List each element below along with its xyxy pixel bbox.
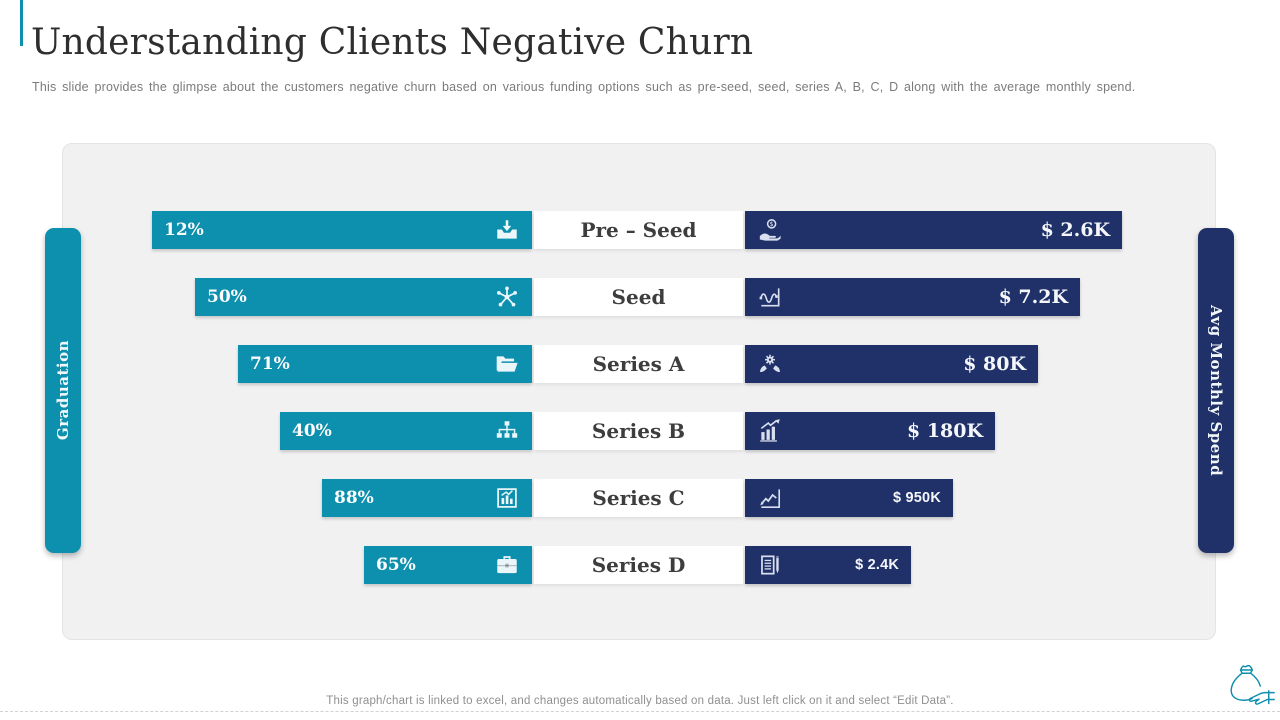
spend-bar: $ 2.6K	[745, 211, 1122, 249]
category-label: Series A	[534, 345, 743, 383]
share-network-icon	[494, 284, 520, 310]
bottom-divider	[0, 711, 1280, 712]
category-label: Seed	[534, 278, 743, 316]
percent-value: 88%	[334, 488, 374, 508]
category-label-text: Series C	[592, 486, 685, 510]
page-title: Understanding Clients Negative Churn	[31, 22, 754, 63]
left-axis-pill: Graduation	[45, 228, 81, 553]
category-label: Series B	[534, 412, 743, 450]
spend-value: $ 7.2K	[998, 286, 1068, 308]
footer-note: This graph/chart is linked to excel, and…	[326, 695, 954, 707]
graduation-bar: 88%	[322, 479, 532, 517]
category-label-text: Series D	[591, 553, 686, 577]
category-label-text: Seed	[611, 285, 666, 309]
money-bag-icon	[1218, 662, 1276, 716]
left-axis-label: Graduation	[54, 340, 72, 441]
spend-bar: $ 80K	[745, 345, 1038, 383]
percent-value: 12%	[164, 220, 204, 240]
inbox-download-icon	[494, 217, 520, 243]
slide-subtitle: This slide provides the glimpse about th…	[32, 80, 1136, 94]
hands-gear-icon	[757, 351, 783, 377]
graduation-bar: 12%	[152, 211, 532, 249]
percent-value: 40%	[292, 421, 332, 441]
framed-bar-chart-icon	[494, 485, 520, 511]
growth-bars-arrow-icon	[757, 418, 783, 444]
spend-value: $ 80K	[963, 353, 1026, 375]
graduation-bar: 65%	[364, 546, 532, 584]
category-label: Pre – Seed	[534, 211, 743, 249]
percent-value: 71%	[250, 354, 290, 374]
spend-bar: $ 180K	[745, 412, 995, 450]
category-label-text: Pre – Seed	[580, 218, 697, 242]
wave-chart-icon	[757, 284, 783, 310]
spend-value: $ 2.4K	[855, 557, 899, 573]
right-axis-pill: Avg Monthly Spend	[1198, 228, 1234, 553]
open-folder-icon	[494, 351, 520, 377]
hand-holding-dollar-icon	[757, 217, 783, 243]
graduation-bar: 71%	[238, 345, 532, 383]
org-chart-icon	[494, 418, 520, 444]
percent-value: 65%	[376, 555, 416, 575]
title-accent-bar	[20, 0, 23, 46]
category-label: Series D	[534, 546, 743, 584]
spend-value: $ 180K	[906, 420, 983, 442]
spend-bar: $ 7.2K	[745, 278, 1080, 316]
category-label-text: Series B	[591, 419, 686, 443]
graduation-bar: 40%	[280, 412, 532, 450]
spend-bar: $ 950K	[745, 479, 953, 517]
spend-value: $ 950K	[893, 490, 941, 506]
spend-bar: $ 2.4K	[745, 546, 911, 584]
spend-value: $ 2.6K	[1040, 219, 1110, 241]
rising-line-chart-icon	[757, 485, 783, 511]
category-label-text: Series A	[592, 352, 685, 376]
percent-value: 50%	[207, 287, 247, 307]
document-pencil-icon	[757, 552, 783, 578]
right-axis-label: Avg Monthly Spend	[1207, 304, 1225, 477]
graduation-bar: 50%	[195, 278, 532, 316]
category-label: Series C	[534, 479, 743, 517]
briefcase-icon	[494, 552, 520, 578]
